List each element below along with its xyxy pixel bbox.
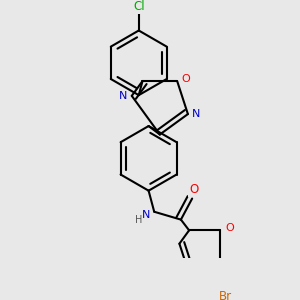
Text: N: N (119, 91, 128, 101)
Text: N: N (192, 109, 200, 119)
Text: O: O (225, 223, 234, 233)
Text: H: H (135, 215, 142, 225)
Text: Cl: Cl (133, 0, 145, 13)
Text: O: O (182, 74, 190, 84)
Text: N: N (142, 210, 151, 220)
Text: Br: Br (219, 290, 232, 300)
Text: O: O (189, 183, 198, 196)
